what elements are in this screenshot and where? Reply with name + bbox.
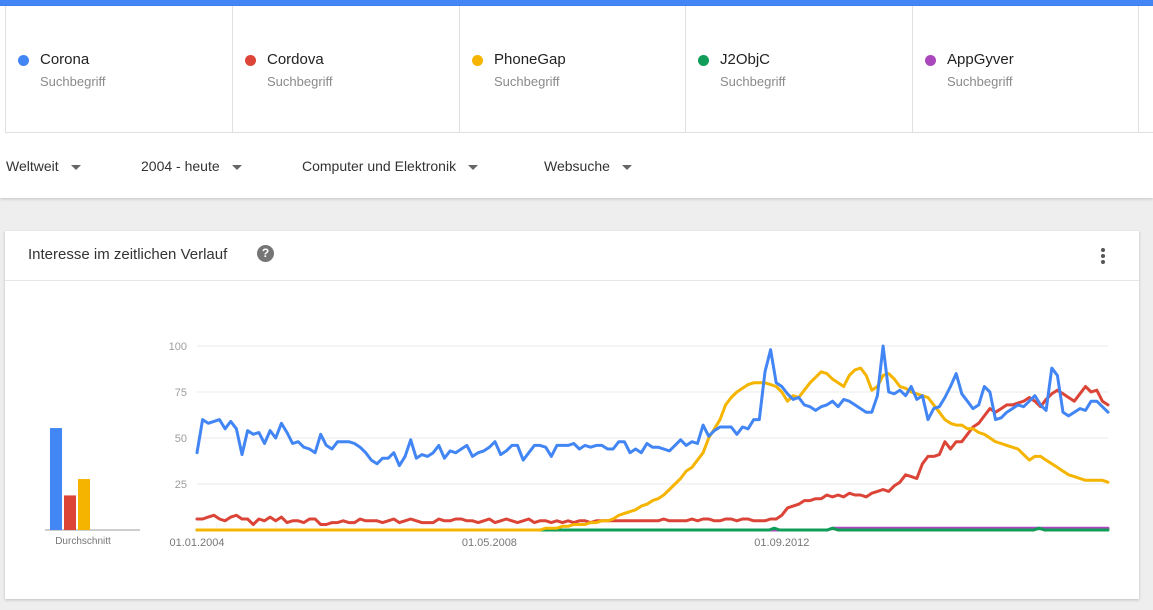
x-tick-label: 01.01.2004 bbox=[169, 537, 224, 549]
region-value: Weltweit bbox=[6, 158, 59, 174]
term-name: Corona bbox=[40, 51, 90, 68]
y-tick-label: 75 bbox=[175, 387, 187, 399]
period-dropdown[interactable]: 2004 - heute bbox=[141, 158, 242, 174]
term-name: J2ObjC bbox=[720, 51, 771, 68]
chevron-down-icon bbox=[70, 164, 81, 170]
interest-over-time-card: Interesse im zeitlichen Verlauf ? 100 75 5… bbox=[5, 231, 1139, 599]
term-type: Suchbegriff bbox=[40, 74, 106, 89]
series-color-dot bbox=[698, 55, 709, 66]
chevron-down-icon bbox=[231, 164, 242, 170]
top-accent-bar bbox=[0, 0, 1153, 6]
card-title: Interesse im zeitlichen Verlauf bbox=[28, 246, 228, 263]
more-vert-icon[interactable] bbox=[1093, 245, 1113, 267]
interest-line-chart: 100 75 50 25 01.01.2004 01.05.2008 01.09.2012 D… bbox=[45, 341, 1110, 549]
y-tick-label: 100 bbox=[169, 341, 187, 353]
term-card-cordova[interactable]: Cordova Suchbegriff bbox=[232, 6, 459, 133]
x-tick-label: 01.09.2012 bbox=[754, 537, 809, 549]
series-line-phonegap bbox=[195, 366, 1110, 532]
search-type-dropdown[interactable]: Websuche bbox=[544, 158, 632, 174]
term-name: Cordova bbox=[267, 51, 324, 68]
series-line-cordova bbox=[195, 385, 1110, 526]
card-header: Interesse im zeitlichen Verlauf ? bbox=[5, 231, 1139, 281]
series-line-corona bbox=[195, 344, 1110, 468]
term-type: Suchbegriff bbox=[267, 74, 333, 89]
category-value: Computer und Elektronik bbox=[302, 158, 457, 174]
region-dropdown[interactable]: Weltweit bbox=[6, 158, 81, 174]
average-label: Durchschnitt bbox=[55, 536, 111, 547]
term-card-j2objc[interactable]: J2ObjC Suchbegriff bbox=[685, 6, 912, 133]
y-tick-label: 50 bbox=[175, 433, 187, 445]
term-name: PhoneGap bbox=[494, 51, 566, 68]
add-term-slot[interactable] bbox=[1138, 6, 1153, 133]
term-card-appgyver[interactable]: AppGyver Suchbegriff bbox=[912, 6, 1139, 133]
average-bar-phonegap bbox=[78, 479, 90, 530]
help-icon[interactable]: ? bbox=[257, 245, 274, 262]
period-value: 2004 - heute bbox=[141, 158, 220, 174]
x-tick-label: 01.05.2008 bbox=[462, 537, 517, 549]
term-card-corona[interactable]: Corona Suchbegriff bbox=[5, 6, 232, 133]
y-tick-label: 25 bbox=[175, 479, 187, 491]
explore-header: Corona Suchbegriff Cordova Suchbegriff P… bbox=[0, 6, 1153, 198]
filter-bar: Weltweit 2004 - heute Computer und Elekt… bbox=[0, 133, 1153, 198]
category-dropdown[interactable]: Computer und Elektronik bbox=[302, 158, 479, 174]
search-terms-row: Corona Suchbegriff Cordova Suchbegriff P… bbox=[5, 6, 1153, 133]
chevron-down-icon bbox=[621, 164, 632, 170]
search-type-value: Websuche bbox=[544, 158, 610, 174]
term-type: Suchbegriff bbox=[494, 74, 560, 89]
term-type: Suchbegriff bbox=[720, 74, 786, 89]
chevron-down-icon bbox=[468, 164, 479, 170]
term-type: Suchbegriff bbox=[947, 74, 1013, 89]
series-color-dot bbox=[472, 55, 483, 66]
term-card-phonegap[interactable]: PhoneGap Suchbegriff bbox=[459, 6, 686, 133]
series-color-dot bbox=[245, 55, 256, 66]
term-name: AppGyver bbox=[947, 51, 1014, 68]
average-bar-corona bbox=[50, 428, 62, 530]
series-color-dot bbox=[925, 55, 936, 66]
average-bar-cordova bbox=[64, 495, 76, 530]
series-color-dot bbox=[18, 55, 29, 66]
